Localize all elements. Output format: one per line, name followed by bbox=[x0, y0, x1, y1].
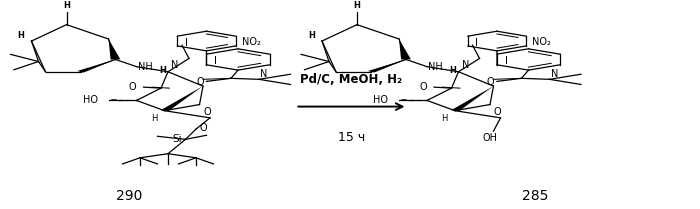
Polygon shape bbox=[399, 39, 411, 60]
Text: H: H bbox=[449, 66, 456, 75]
Text: NO₂: NO₂ bbox=[241, 37, 260, 47]
Text: 290: 290 bbox=[116, 189, 143, 203]
Text: N: N bbox=[551, 69, 559, 79]
Text: H: H bbox=[159, 66, 166, 75]
Text: N: N bbox=[462, 60, 470, 70]
Text: H: H bbox=[442, 114, 448, 123]
Text: O: O bbox=[494, 107, 501, 117]
Text: H: H bbox=[354, 1, 360, 10]
Text: NH: NH bbox=[428, 62, 443, 72]
Text: O: O bbox=[203, 107, 211, 117]
Text: OH: OH bbox=[482, 133, 498, 143]
Text: O: O bbox=[486, 77, 494, 87]
Text: NH: NH bbox=[138, 62, 153, 72]
Polygon shape bbox=[161, 86, 203, 111]
Text: Si: Si bbox=[172, 134, 182, 144]
Polygon shape bbox=[368, 60, 406, 73]
Text: N: N bbox=[172, 60, 179, 70]
Polygon shape bbox=[108, 39, 120, 60]
Text: 15 ч: 15 ч bbox=[338, 131, 365, 144]
Text: H: H bbox=[151, 114, 158, 123]
Text: O: O bbox=[199, 123, 207, 133]
Text: H: H bbox=[18, 31, 24, 40]
Text: NO₂: NO₂ bbox=[532, 37, 551, 47]
Text: 285: 285 bbox=[522, 189, 549, 203]
Text: HO: HO bbox=[374, 96, 388, 106]
Text: O: O bbox=[129, 82, 137, 92]
Polygon shape bbox=[77, 60, 116, 73]
Text: HO: HO bbox=[83, 96, 98, 106]
Polygon shape bbox=[452, 86, 493, 111]
Text: O: O bbox=[196, 77, 204, 87]
Text: Pd/C, MeOH, H₂: Pd/C, MeOH, H₂ bbox=[300, 73, 402, 86]
Text: H: H bbox=[308, 31, 315, 40]
Text: N: N bbox=[260, 69, 268, 79]
Text: H: H bbox=[63, 1, 70, 10]
Text: O: O bbox=[419, 82, 427, 92]
